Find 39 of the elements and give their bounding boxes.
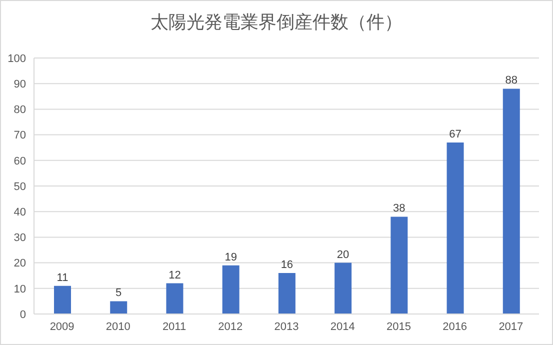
data-label: 67 — [449, 128, 462, 140]
data-label: 11 — [56, 272, 68, 284]
x-tick-label: 2016 — [442, 320, 468, 333]
bar — [390, 216, 408, 314]
x-tick-label: 2015 — [386, 320, 411, 333]
bar — [278, 273, 296, 314]
y-tick-label: 80 — [14, 104, 26, 116]
y-tick-label: 20 — [14, 258, 26, 270]
data-label: 88 — [505, 74, 518, 87]
data-label: 19 — [224, 251, 237, 264]
data-label: 5 — [116, 287, 122, 300]
y-tick-label: 50 — [14, 180, 26, 193]
bar — [334, 262, 352, 314]
x-tick-label: 2009 — [50, 320, 74, 333]
data-label: 12 — [168, 269, 181, 282]
x-tick-label: 2014 — [330, 320, 355, 333]
data-label: 38 — [393, 202, 406, 215]
bar — [110, 301, 128, 314]
y-tick-label: 90 — [14, 78, 26, 91]
y-tick-label: 40 — [14, 206, 26, 219]
x-tick-label: 2013 — [274, 320, 299, 333]
bar — [222, 265, 240, 314]
x-tick-label: 2010 — [106, 320, 130, 333]
y-tick-label: 10 — [14, 283, 26, 296]
x-tick-label: 2012 — [218, 320, 243, 333]
y-tick-label: 30 — [14, 232, 26, 244]
y-tick-label: 100 — [8, 52, 26, 65]
bar — [54, 286, 71, 314]
bar — [446, 142, 464, 314]
bar — [166, 283, 184, 314]
data-label: 16 — [280, 259, 294, 272]
y-tick-label: 0 — [20, 308, 26, 321]
y-tick-label: 60 — [14, 155, 26, 168]
x-tick-label: 2017 — [498, 320, 524, 333]
y-tick-label: 70 — [14, 130, 26, 142]
chart-title: 太陽光発電業界倒産件数（件） — [150, 11, 404, 34]
bar — [502, 88, 520, 314]
x-tick-label: 2011 — [162, 320, 186, 333]
data-label: 20 — [336, 248, 350, 261]
